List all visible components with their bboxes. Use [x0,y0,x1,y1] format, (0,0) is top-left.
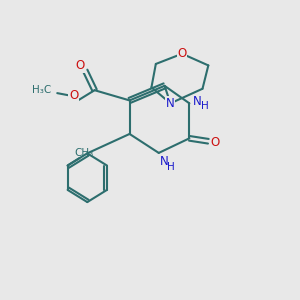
Text: O: O [75,59,85,72]
Text: H: H [201,101,208,111]
Text: O: O [69,89,78,102]
Text: CH₃: CH₃ [75,148,94,158]
Text: O: O [210,136,219,149]
Text: N: N [166,97,175,110]
Text: O: O [178,47,187,60]
Text: N: N [193,95,202,108]
Text: N: N [160,155,168,168]
Text: H₃C: H₃C [32,85,51,95]
Text: H: H [167,162,175,172]
